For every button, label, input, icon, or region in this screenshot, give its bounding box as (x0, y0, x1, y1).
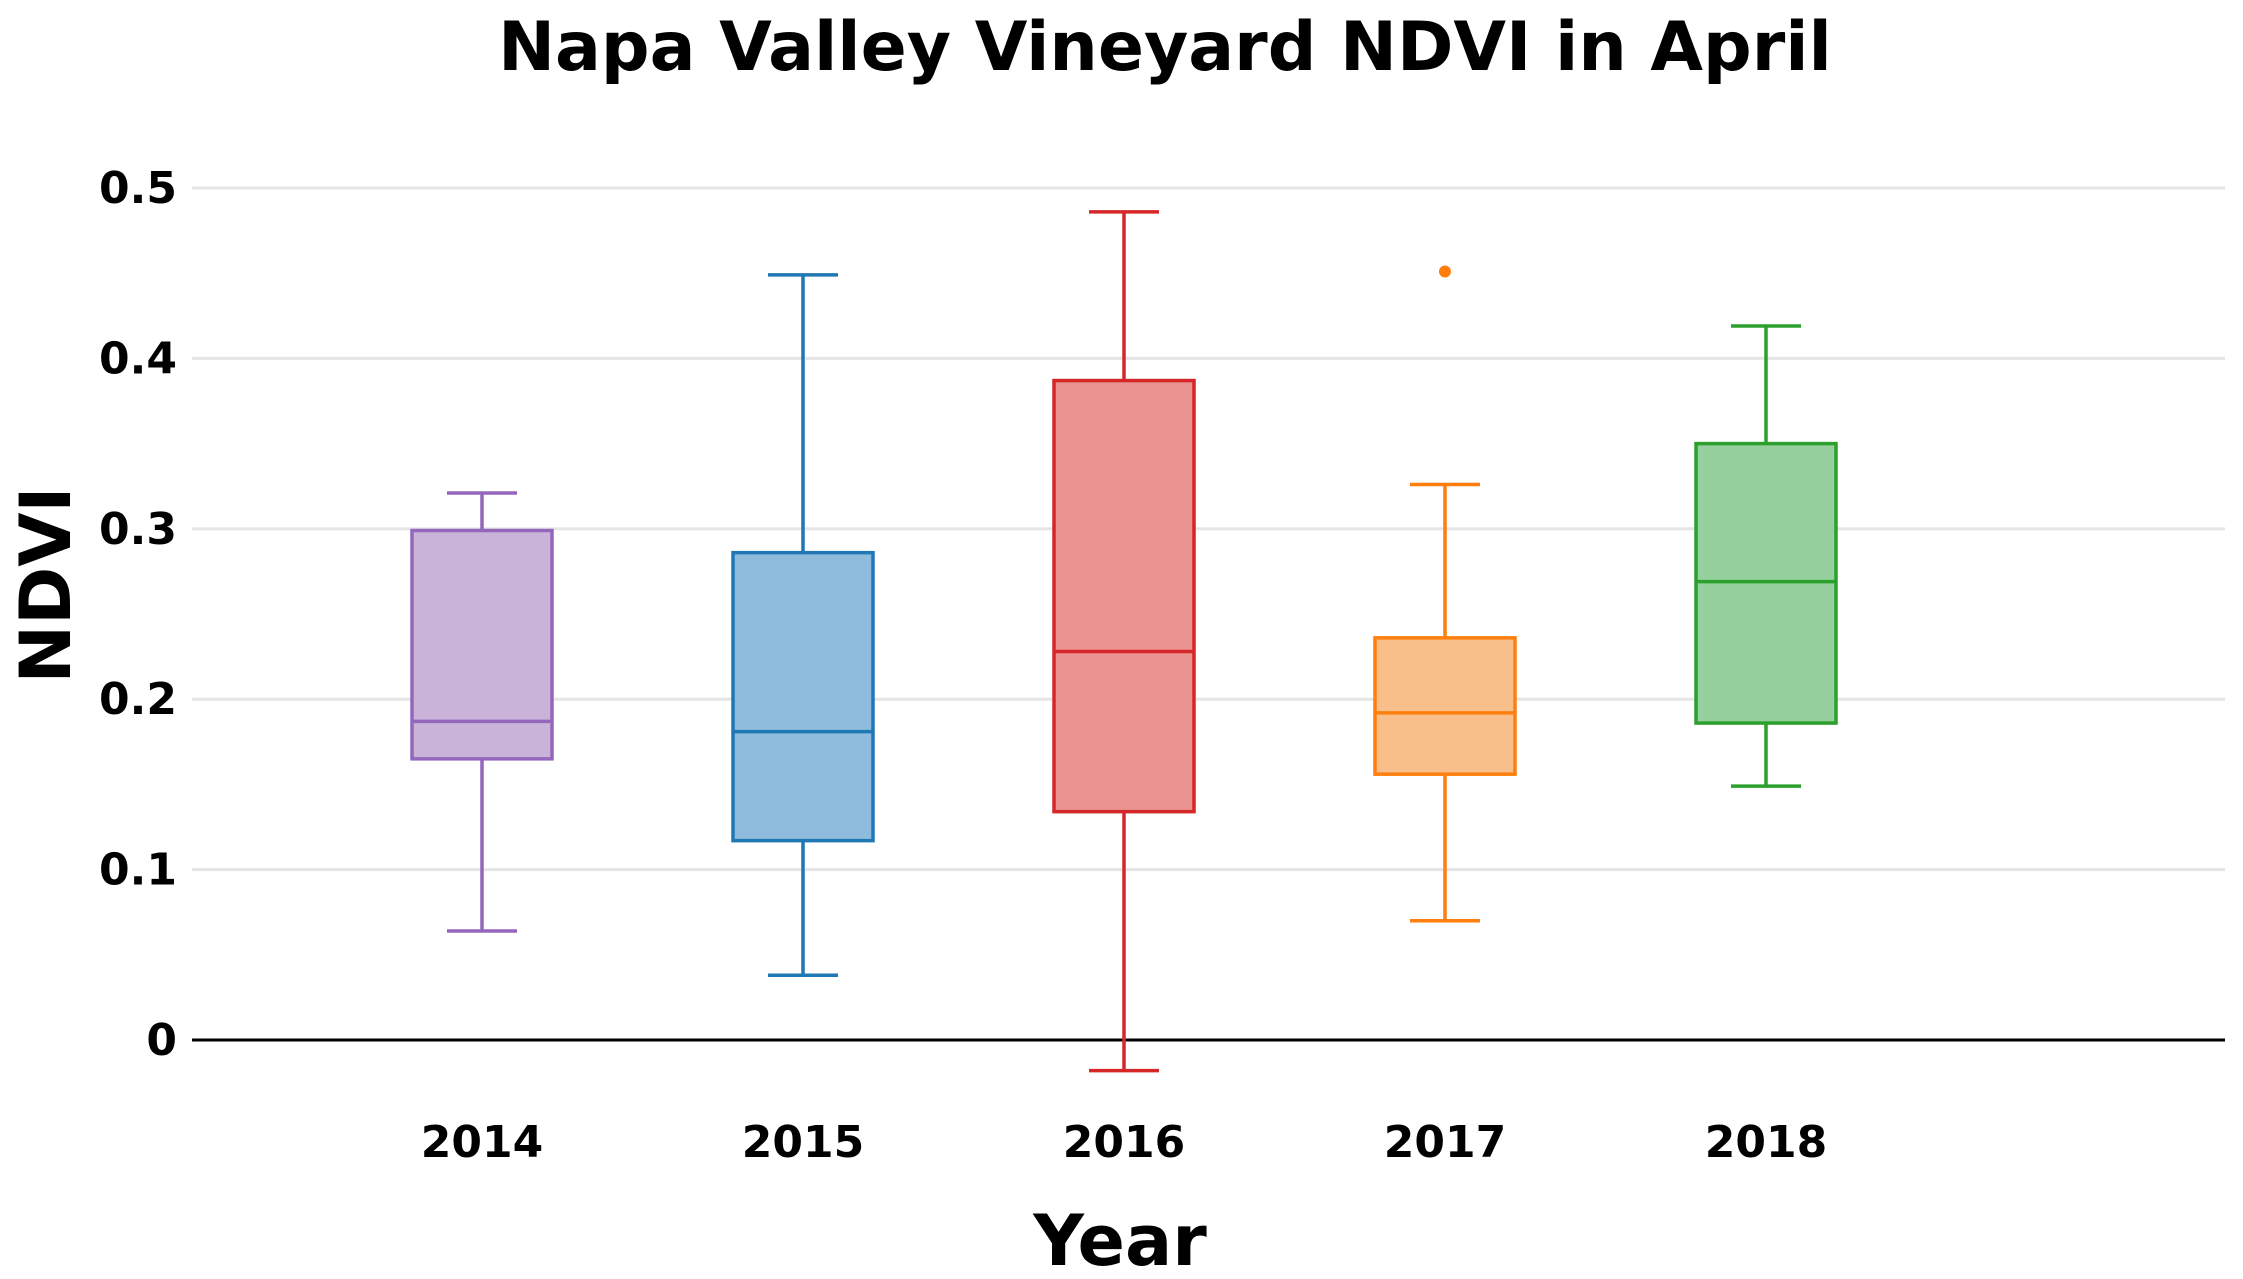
interquartile-box (410, 528, 554, 761)
y-axis-title: NDVI (5, 487, 87, 684)
box-2017 (1373, 265, 1517, 923)
x-tick-label: 2014 (421, 1117, 543, 1168)
x-tick-label: 2017 (1384, 1117, 1506, 1168)
interquartile-box (1052, 378, 1196, 814)
outlier-point (1439, 265, 1451, 278)
x-axis-title: Year (1032, 1200, 1207, 1279)
x-tick-labels: 2014 2015 2016 2017 2018 (421, 1117, 1827, 1168)
box-2014 (410, 491, 554, 933)
interquartile-box (731, 550, 875, 843)
boxes (410, 210, 1838, 1073)
y-tick-label: 0.4 (99, 333, 177, 384)
y-tick-label: 0.2 (99, 674, 177, 725)
x-tick-label: 2015 (742, 1117, 864, 1168)
y-tick-label: 0.3 (99, 504, 177, 555)
interquartile-box (1373, 636, 1517, 776)
y-tick-labels: 0 0.1 0.2 0.3 0.4 0.5 (99, 163, 177, 1066)
x-tick-label: 2018 (1705, 1117, 1827, 1168)
x-tick-label: 2016 (1063, 1117, 1185, 1168)
box-2018 (1694, 324, 1838, 788)
chart-title: Napa Valley Vineyard NDVI in April (498, 8, 1832, 87)
y-tick-label: 0.5 (99, 163, 177, 214)
box-2015 (731, 273, 875, 977)
y-tick-label: 0 (146, 1015, 177, 1066)
box-2016 (1052, 210, 1196, 1073)
y-tick-label: 0.1 (99, 845, 177, 896)
